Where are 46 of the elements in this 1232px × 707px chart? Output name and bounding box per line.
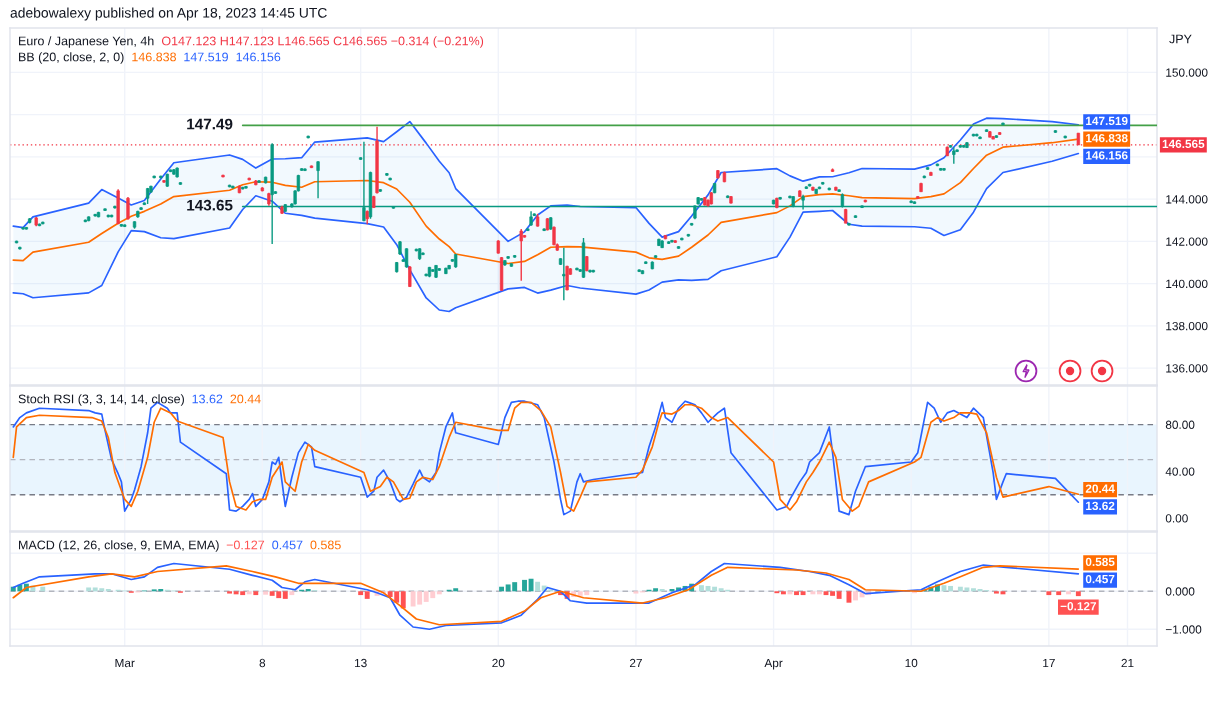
text: Euro / Japanese Yen, 4h bbox=[19, 36, 154, 48]
y-tick-label: 142.000 bbox=[1166, 237, 1208, 246]
text: adebowalexy published on Apr 18, 2023 14:45 UTC bbox=[10, 7, 327, 21]
x-tick-label: 10 bbox=[905, 658, 918, 668]
legend-title: BB (20, close, 2, 0) bbox=[19, 52, 124, 64]
data-label: 146.156 bbox=[1086, 151, 1128, 160]
text: MACD (12, 26, close, 9, EMA, EMA) bbox=[19, 540, 219, 552]
series-label: 147.49 bbox=[187, 118, 233, 130]
y-tick-label: 0.000 bbox=[1165, 587, 1195, 596]
y-tick-label: −1.000 bbox=[1165, 625, 1202, 634]
text: 147.519 bbox=[184, 52, 228, 62]
data-label: 20.44 bbox=[1085, 484, 1115, 493]
text: −0.127 bbox=[226, 540, 265, 550]
x-tick-label: 20 bbox=[492, 658, 505, 668]
data-label: −0.127 bbox=[1060, 602, 1097, 611]
x-tick-label: 8 bbox=[259, 658, 266, 668]
y-tick-label: 144.000 bbox=[1166, 195, 1208, 204]
y-tick-label: 138.000 bbox=[1166, 321, 1208, 331]
x-tick-label: Apr bbox=[764, 658, 783, 670]
y-axis-title: JPY bbox=[1169, 34, 1192, 44]
text: 20.44 bbox=[230, 394, 261, 404]
text: 146.156 bbox=[236, 52, 281, 62]
y-tick-label: 136.000 bbox=[1166, 364, 1208, 373]
text: 13.62 bbox=[192, 394, 223, 404]
y-tick-label: 80.00 bbox=[1165, 420, 1195, 429]
data-label: 147.519 bbox=[1086, 116, 1128, 126]
text: O147.123 H147.123 L146.565 C146.565 −0.314 (−0.21%) bbox=[161, 36, 484, 48]
x-tick-label: 21 bbox=[1121, 658, 1134, 668]
x-tick-label: 13 bbox=[354, 658, 367, 668]
text: 0.585 bbox=[310, 540, 341, 550]
y-tick-label: 140.000 bbox=[1166, 279, 1208, 288]
x-tick-label: Mar bbox=[115, 658, 135, 668]
series-label: 143.65 bbox=[187, 199, 233, 211]
text: 146.838 bbox=[132, 52, 177, 62]
ref-line-label: 146.565 bbox=[1162, 139, 1205, 149]
y-tick-label: 40.00 bbox=[1165, 467, 1195, 476]
y-tick-label: 150.000 bbox=[1166, 68, 1208, 77]
data-label: 0.585 bbox=[1085, 557, 1115, 567]
y-tick-label: 0.00 bbox=[1165, 514, 1188, 523]
text: 0.457 bbox=[272, 540, 303, 550]
data-label: 13.62 bbox=[1086, 501, 1115, 511]
text: Stoch RSI (3, 3, 14, 14, close) bbox=[18, 394, 184, 406]
x-tick-label: 17 bbox=[1043, 658, 1055, 668]
x-tick-label: 27 bbox=[629, 658, 642, 668]
data-label: 146.838 bbox=[1086, 133, 1128, 143]
data-label: 0.457 bbox=[1085, 574, 1115, 584]
